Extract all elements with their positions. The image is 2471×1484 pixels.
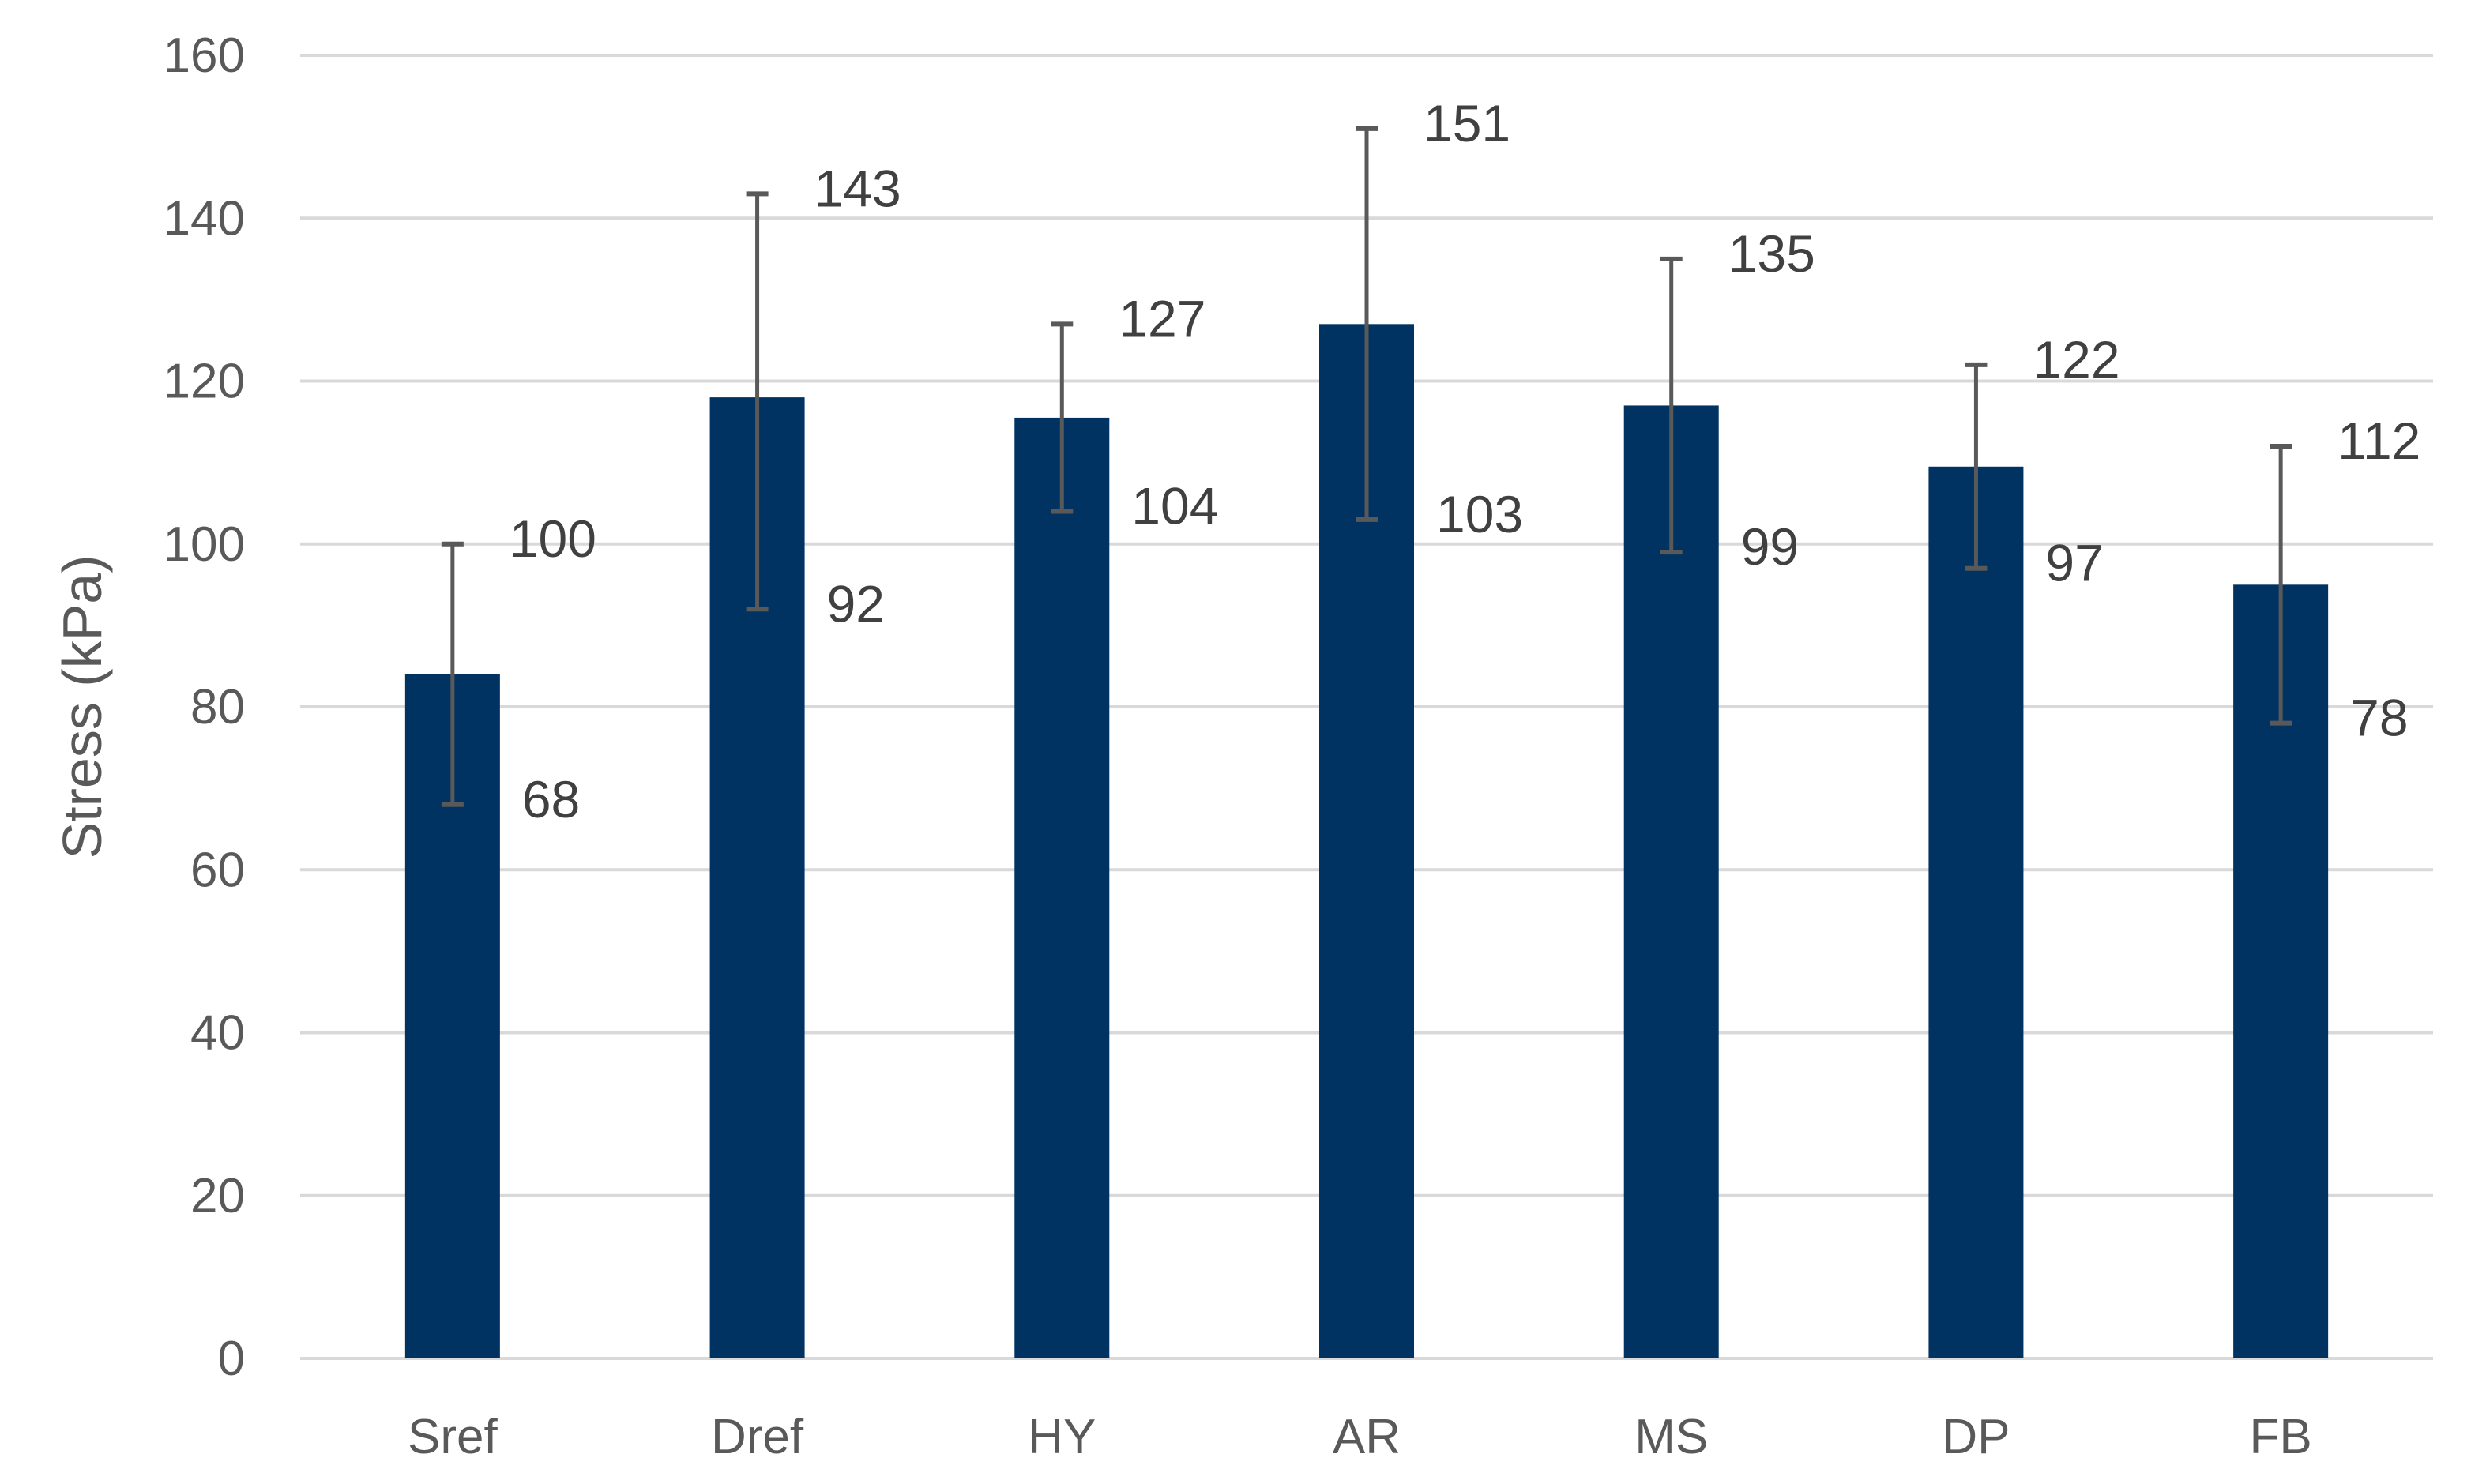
y-tick-label: 40 <box>190 1006 245 1061</box>
x-tick-label: FB <box>2250 1410 2312 1464</box>
error-bar-sref <box>441 541 464 807</box>
error-low-label: 92 <box>827 574 885 633</box>
error-low-label: 99 <box>1741 517 1799 576</box>
bars <box>404 324 2329 1358</box>
y-tick-label: 20 <box>190 1169 245 1223</box>
bar-dp <box>1928 466 2024 1358</box>
y-tick-label: 80 <box>190 680 245 734</box>
error-bar-dp <box>1965 362 1988 571</box>
error-high-label: 127 <box>1119 289 1205 348</box>
y-tick-label: 60 <box>190 843 245 897</box>
x-tick-label: MS <box>1634 1410 1708 1464</box>
error-bar-ms <box>1660 256 1683 555</box>
data-labels: 100 68 143 92 127 104 151 103 135 99 122 97 112 78 <box>510 94 2421 828</box>
error-high-label: 135 <box>1728 224 1815 283</box>
x-tick-label: AR <box>1333 1410 1401 1464</box>
x-axis-ticks: Sref Dref HY AR MS DP FB <box>408 1410 2312 1464</box>
bar-hy <box>1014 417 1110 1358</box>
x-tick-label: Dref <box>711 1410 804 1464</box>
y-tick-label: 140 <box>164 191 245 246</box>
error-high-label: 100 <box>510 509 596 568</box>
error-bar-fb <box>2270 444 2292 726</box>
y-axis-ticks: 0 20 40 60 80 100 120 140 160 <box>164 28 245 1386</box>
error-bar-ar <box>1356 126 1378 522</box>
error-high-label: 151 <box>1424 94 1510 152</box>
x-tick-label: HY <box>1028 1410 1096 1464</box>
error-high-label: 143 <box>814 159 901 217</box>
x-tick-label: DP <box>1942 1410 2010 1464</box>
error-low-label: 78 <box>2350 689 2408 747</box>
y-tick-label: 0 <box>218 1332 245 1386</box>
error-low-label: 103 <box>1436 485 1523 543</box>
y-axis-title: Stress (kPa) <box>51 554 113 858</box>
y-tick-label: 160 <box>164 28 245 83</box>
error-high-label: 122 <box>2033 330 2119 389</box>
y-tick-label: 100 <box>164 517 245 572</box>
error-low-label: 68 <box>522 770 580 828</box>
error-bar-hy <box>1051 321 1074 514</box>
x-tick-label: Sref <box>408 1410 498 1464</box>
error-low-label: 104 <box>1131 477 1218 535</box>
bar-ms <box>1623 405 1719 1358</box>
error-bars <box>441 126 2292 807</box>
y-tick-label: 120 <box>164 355 245 409</box>
error-high-label: 112 <box>2337 411 2420 470</box>
error-bar-dref <box>746 191 769 612</box>
error-low-label: 97 <box>2045 534 2103 592</box>
